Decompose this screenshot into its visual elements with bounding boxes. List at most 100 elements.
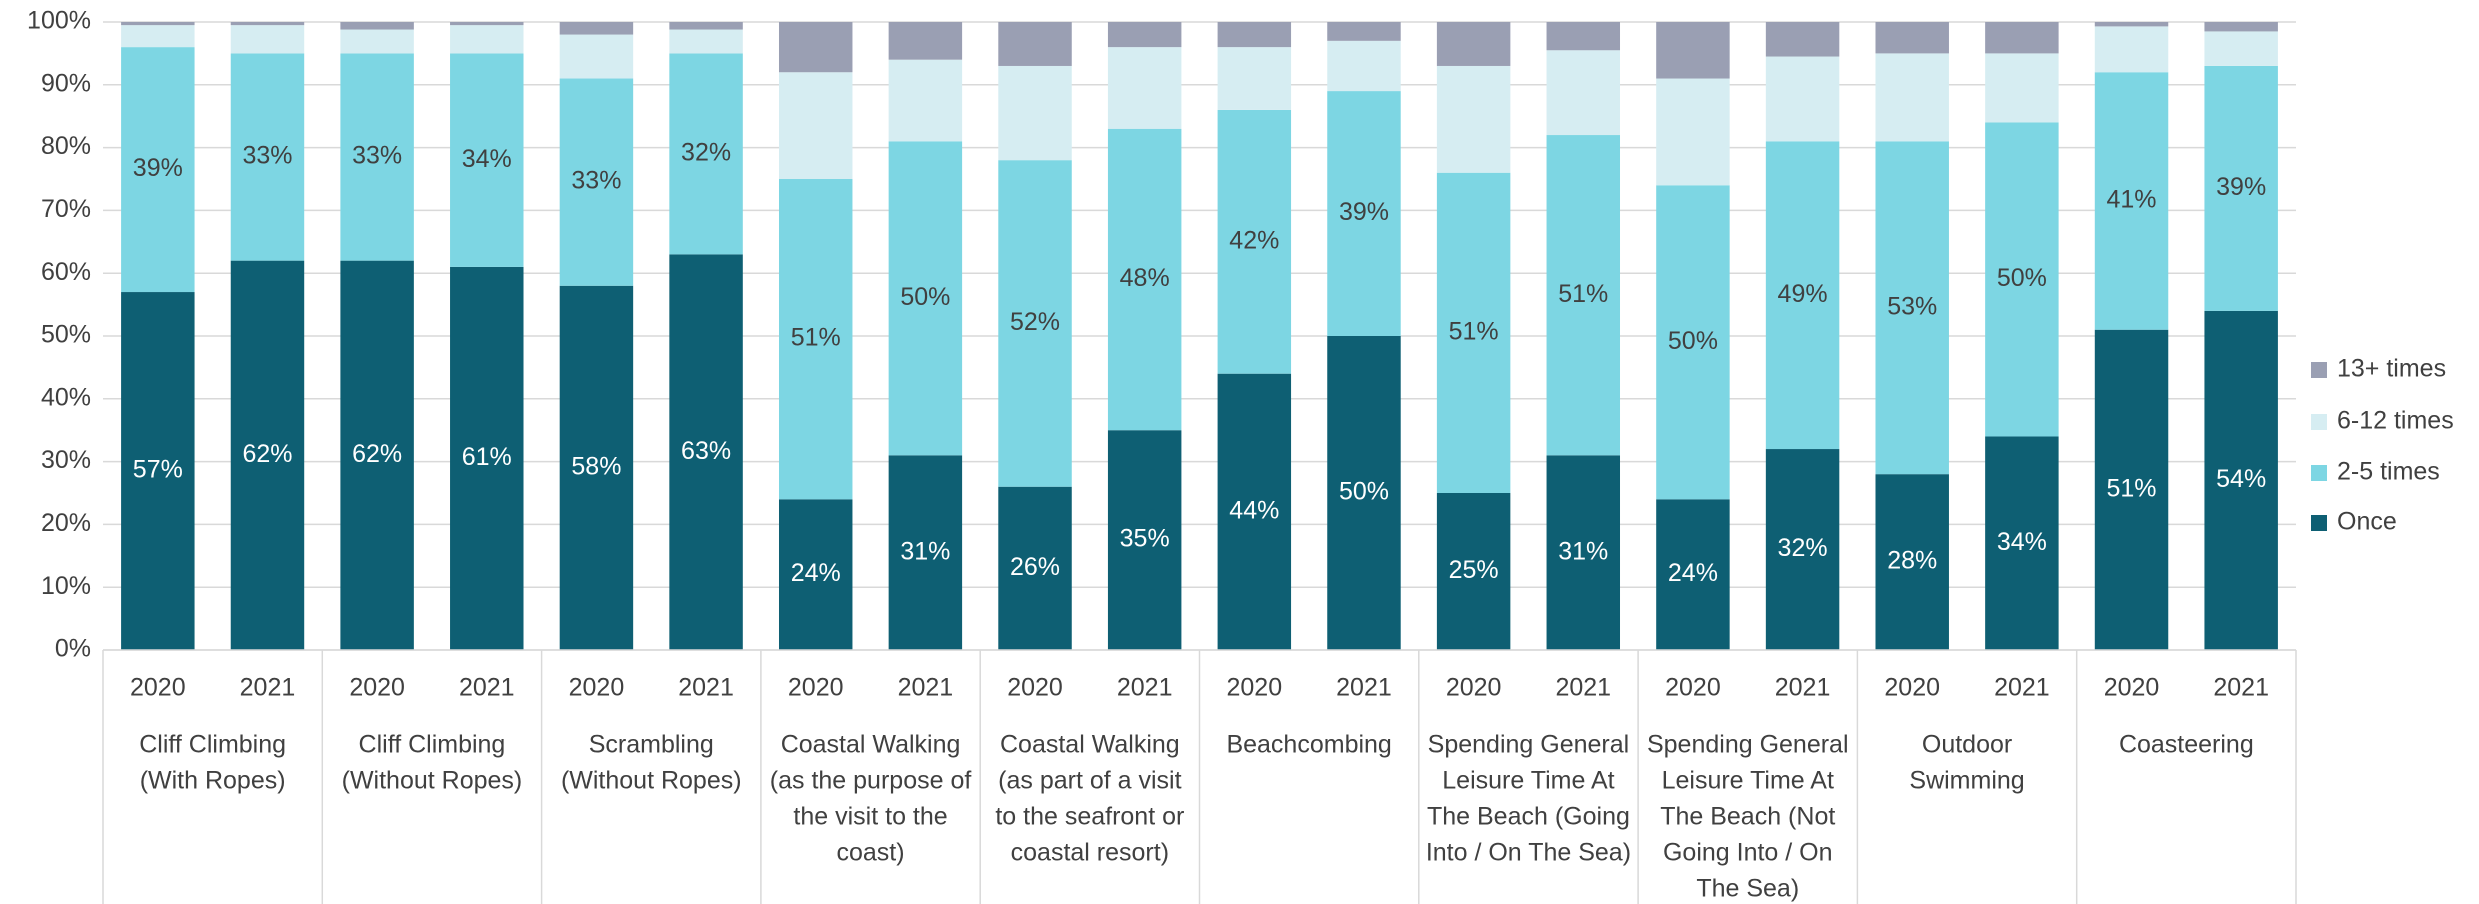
x-tick-label: 2021 — [1117, 674, 1173, 702]
x-tick-label: 2020 — [1446, 674, 1502, 702]
group-label: Coastal Walking — [1000, 731, 1180, 759]
x-tick-label: 2021 — [459, 674, 515, 702]
group-label: coastal resort) — [1011, 839, 1169, 867]
group-label: (Without Ropes) — [342, 767, 523, 795]
data-label: 49% — [1778, 280, 1828, 308]
data-label: 31% — [1558, 537, 1608, 565]
group-label: Swimming — [1909, 767, 2024, 795]
bar-segment — [2094, 22, 2169, 27]
bar-segment — [2204, 65, 2278, 311]
bar-segment — [888, 455, 963, 650]
x-tick-label: 2021 — [898, 674, 954, 702]
bar-segment — [1985, 436, 2059, 650]
bar-segment — [559, 78, 634, 286]
y-tick-label: 60% — [41, 258, 91, 286]
group-label: The Sea) — [1696, 875, 1799, 903]
x-tick-label: 2021 — [1555, 674, 1611, 702]
data-label: 62% — [352, 440, 402, 468]
y-tick-label: 90% — [41, 69, 91, 97]
group-label: (With Ropes) — [140, 767, 286, 795]
data-label: 25% — [1449, 556, 1499, 584]
x-tick-label: 2020 — [2104, 674, 2160, 702]
legend-swatch — [2311, 414, 2327, 430]
data-label: 41% — [2107, 186, 2157, 214]
bar-segment — [2204, 310, 2278, 650]
bar-segment — [1327, 336, 1401, 650]
data-label: 52% — [1010, 308, 1060, 336]
data-label: 57% — [133, 456, 183, 484]
group-label: coast) — [837, 839, 905, 867]
bar-segment — [1875, 22, 1949, 54]
bar-segment — [340, 53, 414, 261]
bar-segment — [888, 22, 963, 60]
data-label: 34% — [462, 145, 512, 173]
data-label: 32% — [1778, 534, 1828, 562]
data-label: 39% — [133, 154, 183, 182]
x-tick-label: 2020 — [788, 674, 844, 702]
data-label: 61% — [462, 443, 512, 471]
data-label: 42% — [1229, 226, 1279, 254]
bar-segment — [888, 59, 963, 142]
bar-segment — [1546, 455, 1621, 650]
group-label: (as the purpose of — [770, 767, 972, 795]
bar-segment — [1985, 122, 2059, 437]
bar-segment — [340, 260, 414, 650]
bar-segment — [1217, 22, 1292, 48]
group-label: Going Into / On — [1663, 839, 1833, 867]
data-label: 24% — [791, 559, 841, 587]
bar-segment — [2094, 72, 2169, 330]
data-label: 50% — [900, 283, 950, 311]
bar-segment — [1107, 128, 1182, 431]
bar-segment — [450, 25, 524, 54]
data-label: 53% — [1887, 292, 1937, 320]
bar-segment — [230, 260, 305, 650]
data-label: 33% — [571, 167, 621, 195]
group-label: (as part of a visit — [998, 767, 1181, 795]
data-label: 51% — [2107, 474, 2157, 502]
legend-swatch — [2311, 515, 2327, 531]
y-tick-label: 10% — [41, 572, 91, 600]
bar-segment — [121, 47, 195, 293]
bar-segment — [121, 292, 195, 650]
group-label: The Beach (Going — [1427, 803, 1630, 831]
bar-segment — [669, 22, 743, 30]
data-label: 51% — [1449, 317, 1499, 345]
bar-segment — [1436, 22, 1511, 66]
data-label: 44% — [1229, 496, 1279, 524]
legend-label: 2-5 times — [2337, 458, 2440, 486]
bar-segment — [1875, 53, 1949, 142]
group-label: to the seafront or — [995, 803, 1184, 831]
bar-segment — [669, 254, 743, 651]
bar-segment — [998, 65, 1072, 161]
bar-segment — [1546, 135, 1621, 456]
legend-label: 13+ times — [2337, 355, 2446, 383]
legend-label: Once — [2337, 508, 2397, 536]
bar-segment — [1875, 141, 1949, 475]
bar-segment — [450, 266, 524, 650]
data-label: 33% — [242, 142, 292, 170]
data-label: 32% — [681, 138, 731, 166]
bar-segment — [559, 22, 634, 35]
bar-segment — [669, 53, 743, 255]
bar-segment — [1765, 56, 1840, 142]
group-label: the visit to the — [793, 803, 947, 831]
x-tick-label: 2021 — [240, 674, 296, 702]
y-tick-label: 80% — [41, 132, 91, 160]
bar-segment — [1327, 40, 1401, 92]
bar-segment — [1107, 22, 1182, 48]
x-tick-label: 2020 — [1227, 674, 1283, 702]
bar-segment — [1656, 22, 1730, 79]
bar-segment — [1656, 499, 1730, 650]
group-label: Cliff Climbing — [139, 731, 286, 759]
y-tick-label: 70% — [41, 195, 91, 223]
data-label: 58% — [571, 452, 621, 480]
bar-segment — [1436, 172, 1511, 493]
data-label: 51% — [791, 324, 841, 352]
bar-segment — [778, 72, 853, 179]
x-tick-label: 2021 — [678, 674, 734, 702]
x-tick-label: 2020 — [569, 674, 625, 702]
legend-label: 6-12 times — [2337, 407, 2454, 435]
data-label: 34% — [1997, 528, 2047, 556]
y-tick-label: 40% — [41, 383, 91, 411]
